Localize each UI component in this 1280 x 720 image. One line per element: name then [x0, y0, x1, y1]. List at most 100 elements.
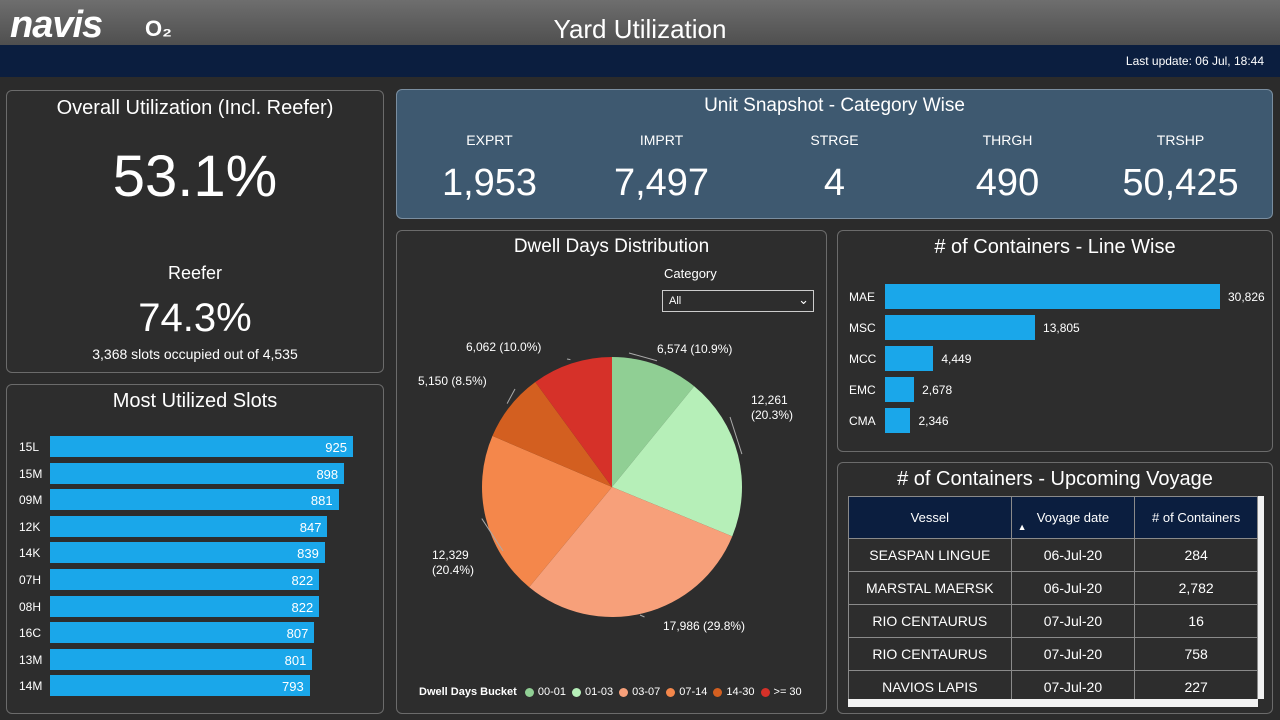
legend-item[interactable]: 01-03: [571, 686, 614, 698]
line-row[interactable]: MCC 4,449: [838, 346, 1272, 371]
table-row[interactable]: MARSTAL MAERSK 06-Jul-20 2,782: [848, 571, 1258, 605]
slot-row[interactable]: 09M 881: [7, 489, 383, 511]
column-header-vessel[interactable]: Vessel: [848, 496, 1012, 539]
pie-data-label: 5,150 (8.5%): [418, 374, 487, 388]
voyage-table: Vessel ▲ Voyage date # of Containers SEAS…: [848, 496, 1258, 704]
reefer-note: 3,368 slots occupied out of 4,535: [92, 346, 298, 362]
legend-item[interactable]: 07-14: [666, 686, 707, 698]
line-bar[interactable]: [885, 315, 1036, 340]
dwell-pie-chart: 6,574 (10.9%) 12,261 (20.3%) 17,986 (29.8%)…: [418, 340, 793, 633]
legend-item[interactable]: 14-30: [713, 686, 755, 698]
slot-bar[interactable]: 881: [50, 489, 339, 511]
last-update-text: Last update: 06 Jul, 18:44: [1125, 54, 1264, 68]
slot-row[interactable]: 14M 793: [7, 675, 383, 697]
line-label: MSC: [849, 321, 876, 335]
logo-sub: O₂: [145, 16, 172, 41]
slot-label: 08H: [19, 599, 42, 614]
slot-bar[interactable]: 822: [50, 569, 320, 590]
pie-slice-14-30[interactable]: [492, 382, 612, 487]
slot-value: 822: [291, 599, 314, 615]
table-cell: 07-Jul-20: [1010, 637, 1136, 671]
line-row[interactable]: CMA 2,346: [838, 408, 1272, 433]
pie-legend: Dwell Days Bucket 00-01 01-03 03-07 07-14 14…: [419, 686, 808, 698]
snapshot-value: 1,953: [441, 162, 538, 204]
table-row[interactable]: RIO CENTAURUS 07-Jul-20 16: [848, 604, 1258, 638]
legend-label: 07-14: [679, 686, 708, 698]
snapshot-label: EXPRT: [466, 132, 513, 148]
dwell-days-panel: Dwell Days Distribution Category All ⌄ 6…: [396, 230, 827, 714]
line-row[interactable]: EMC 2,678: [838, 377, 1272, 402]
table-cell: 06-Jul-20: [1010, 571, 1136, 605]
table-row[interactable]: SEASPAN LINGUE 06-Jul-20 284: [848, 538, 1258, 572]
pie-data-label: 12,261 (20.3%): [751, 393, 793, 422]
snapshot-trshp: TRSHP 50,425: [1093, 132, 1268, 205]
line-bar[interactable]: [885, 408, 911, 433]
table-cell: 2,782: [1134, 571, 1258, 605]
slot-row[interactable]: 12K 847: [7, 515, 383, 538]
table-cell: MARSTAL MAERSK: [848, 571, 1012, 605]
legend-label: 14-30: [726, 686, 755, 698]
legend-label: 01-03: [584, 686, 614, 698]
slot-value: 881: [310, 493, 333, 509]
slot-row[interactable]: 13M 801: [7, 648, 383, 671]
table-cell: RIO CENTAURUS: [848, 604, 1012, 638]
slot-row[interactable]: 16C 807: [7, 622, 383, 644]
slot-row[interactable]: 15M 898: [7, 462, 383, 485]
snapshot-value: 50,425: [1122, 162, 1239, 204]
table-cell: NAVIOS LAPIS: [848, 670, 1012, 704]
slot-bar[interactable]: 898: [50, 462, 345, 484]
slot-value: 807: [286, 626, 309, 642]
slot-row[interactable]: 07H 822: [7, 569, 383, 591]
pie-slice-07-14[interactable]: [482, 435, 612, 588]
legend-item[interactable]: 00-01: [524, 686, 566, 698]
leader-line: [639, 614, 645, 618]
line-row[interactable]: MSC 13,805: [838, 315, 1272, 340]
slot-bar[interactable]: 839: [50, 542, 325, 564]
pie-data-label: 6,062 (10.0%): [466, 340, 541, 354]
line-label: MCC: [849, 352, 877, 366]
pie-slice-01-03[interactable]: [612, 386, 742, 537]
slot-bar[interactable]: 807: [50, 622, 315, 644]
table-row[interactable]: RIO CENTAURUS 07-Jul-20 758: [848, 637, 1258, 671]
line-row[interactable]: MAE 30,826: [838, 284, 1272, 309]
slot-label: 15L: [19, 440, 40, 454]
legend-item[interactable]: 03-07: [619, 686, 660, 698]
leader-line: [729, 416, 743, 455]
line-bar[interactable]: [885, 346, 934, 371]
voyage-date-header-label: Voyage date: [1036, 510, 1110, 525]
line-bar[interactable]: [885, 284, 1220, 309]
line-wise-panel: # of Containers - Line Wise MAE 30,826 MSC…: [837, 230, 1273, 452]
column-header-voyage-date[interactable]: ▲ Voyage date: [1010, 496, 1136, 539]
slot-row[interactable]: 08H 822: [7, 595, 383, 618]
category-dropdown[interactable]: All ⌄: [662, 290, 814, 312]
table-cell: SEASPAN LINGUE: [848, 538, 1012, 572]
pie-slice-03-07[interactable]: [529, 487, 733, 617]
vertical-scrollbar[interactable]: [1258, 496, 1264, 699]
column-header-containers[interactable]: # of Containers: [1134, 496, 1258, 539]
overall-utilization-panel: Overall Utilization (Incl. Reefer) 53.1%…: [6, 90, 384, 373]
pie-slice-00-01[interactable]: [612, 357, 695, 487]
pie-slice->= 30[interactable]: [535, 357, 612, 487]
table-cell: 758: [1134, 637, 1258, 671]
reefer-value: 74.3%: [138, 296, 252, 340]
slot-bar[interactable]: 847: [50, 515, 328, 537]
slot-row[interactable]: 14K 839: [7, 542, 383, 564]
overall-title: Overall Utilization (Incl. Reefer): [56, 97, 334, 119]
slot-bar[interactable]: 925: [50, 436, 353, 457]
line-label: EMC: [849, 383, 876, 397]
slot-row[interactable]: 15L 925: [7, 436, 383, 458]
reefer-label: Reefer: [167, 263, 223, 283]
legend-item[interactable]: >= 30: [760, 686, 802, 698]
slot-value: 847: [299, 519, 322, 535]
pie-data-label: 6,574 (10.9%): [657, 342, 732, 356]
slot-bar[interactable]: 822: [50, 595, 320, 617]
category-label: Category: [664, 266, 717, 281]
slot-bar[interactable]: 801: [50, 648, 313, 670]
snapshot-imprt: IMPRT 7,497: [574, 132, 749, 205]
sort-asc-icon: ▲: [1017, 522, 1027, 532]
leader-line: [506, 388, 516, 404]
slot-bar[interactable]: 793: [50, 675, 310, 697]
horizontal-scrollbar[interactable]: [848, 699, 1258, 707]
dwell-title: Dwell Days Distribution: [513, 236, 710, 257]
line-bar[interactable]: [885, 377, 915, 402]
